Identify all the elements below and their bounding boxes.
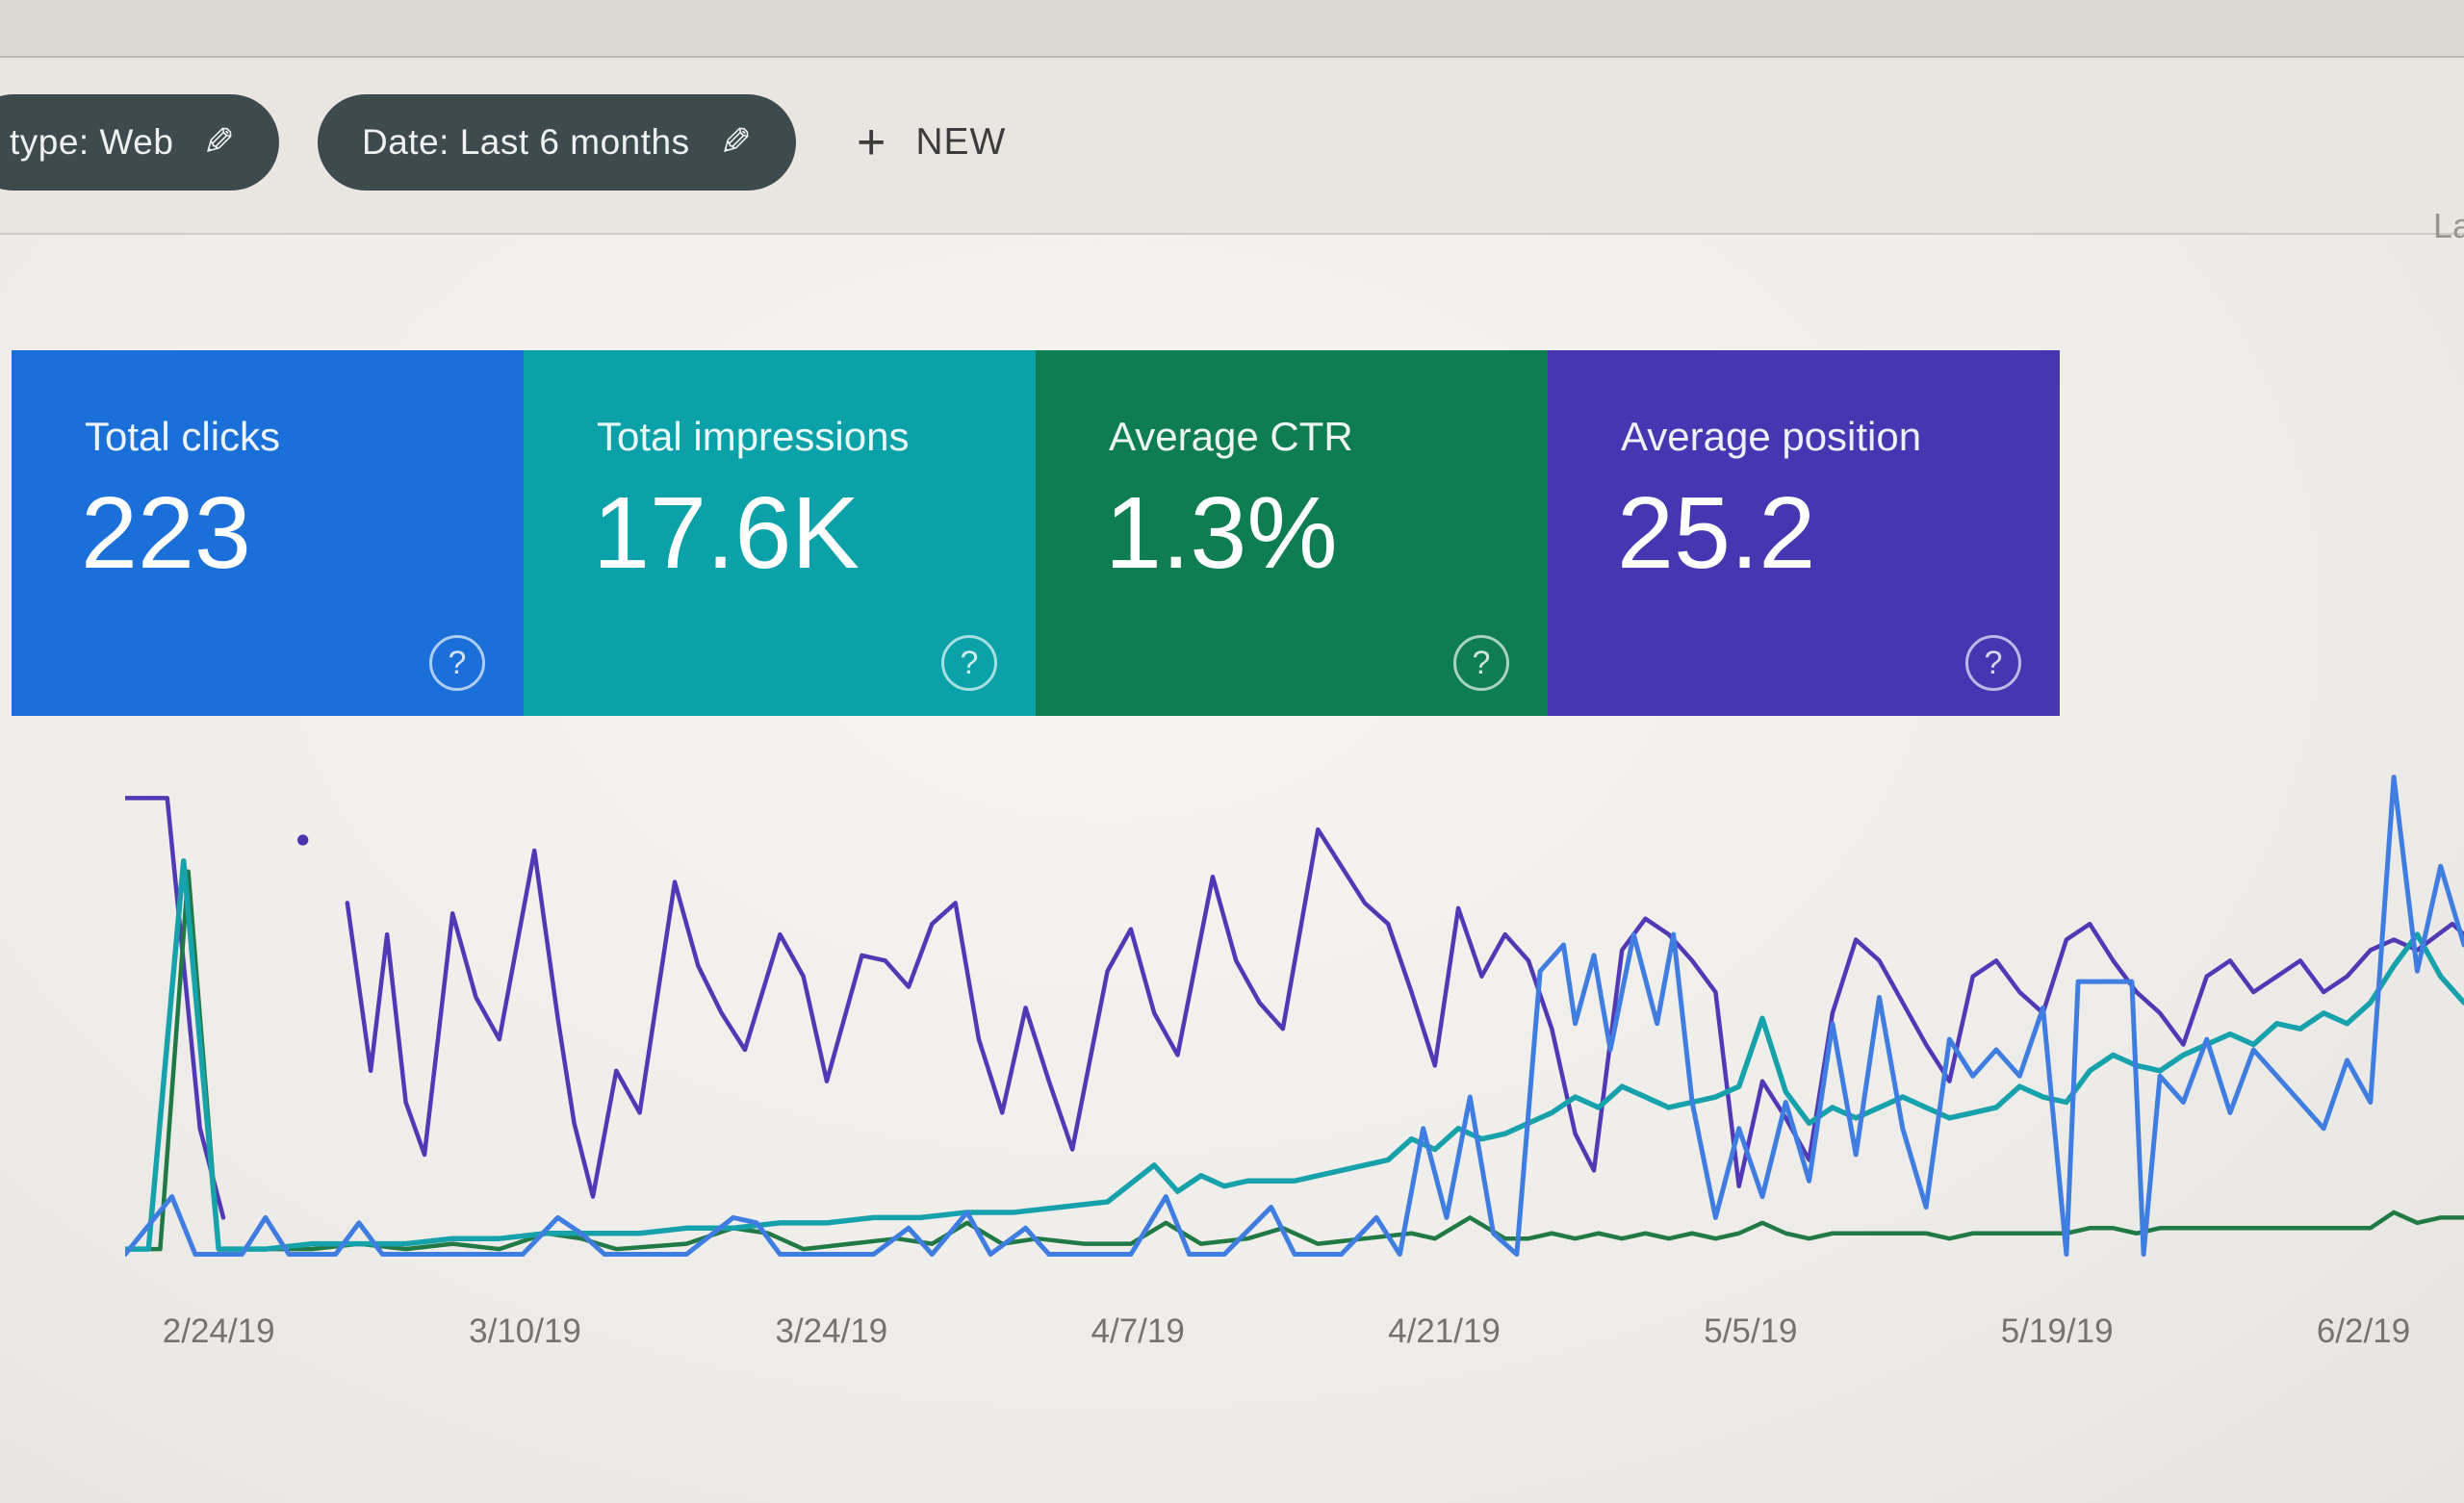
metric-card-total-impressions[interactable]: Total impressions 17.6K ?: [524, 350, 1036, 716]
help-icon[interactable]: ?: [941, 635, 997, 691]
metric-card-value: 1.3%: [1105, 476, 1338, 590]
series-clicks: [125, 777, 2464, 1255]
x-axis-tick-label: 3/24/19: [775, 1312, 888, 1350]
series-impressions: [125, 861, 2464, 1249]
metric-card-value: 223: [81, 476, 251, 590]
metric-card-title: Total clicks: [85, 414, 281, 459]
chart-x-axis: 2/24/19 3/10/19 3/24/19 4/7/19 4/21/19 5…: [125, 1312, 2464, 1370]
metric-card-total-clicks[interactable]: Total clicks 223 ?: [12, 350, 524, 716]
series-ctr: [125, 872, 2464, 1249]
x-axis-tick-label: 6/2/19: [2316, 1312, 2411, 1350]
filter-chip-search-type[interactable]: type: Web ✎: [0, 94, 280, 191]
performance-report-content: La Total clicks 223 ? Total impressions …: [0, 206, 2464, 1503]
filter-bar: type: Web ✎ Date: Last 6 months ✎ + NEW: [0, 58, 2464, 235]
new-filter-button[interactable]: + NEW: [851, 94, 1012, 191]
metric-card-title: Average CTR: [1109, 414, 1353, 459]
help-icon[interactable]: ?: [1965, 635, 2021, 691]
x-axis-tick-label: 2/24/19: [162, 1312, 275, 1350]
edit-pencil-icon[interactable]: ✎: [202, 121, 236, 164]
isolated-data-point-dot: [297, 834, 309, 846]
metric-card-average-position[interactable]: Average position 25.2 ?: [1548, 350, 2060, 716]
performance-line-chart[interactable]: [125, 735, 2464, 1260]
metric-card-title: Average position: [1621, 414, 1922, 459]
help-icon[interactable]: ?: [429, 635, 485, 691]
x-axis-tick-label: 5/19/19: [2000, 1312, 2114, 1350]
x-axis-tick-label: 4/7/19: [1091, 1312, 1185, 1350]
edit-pencil-icon[interactable]: ✎: [718, 121, 752, 164]
metric-cards-row: Total clicks 223 ? Total impressions 17.…: [12, 350, 2060, 716]
filter-chip-date-range[interactable]: Date: Last 6 months ✎: [318, 94, 796, 191]
series-average-position: [347, 829, 2464, 1197]
new-filter-button-label: NEW: [915, 121, 1007, 163]
metric-card-value: 25.2: [1617, 476, 1816, 590]
metric-card-title: Total impressions: [597, 414, 910, 459]
filter-chip-search-type-label: type: Web: [10, 122, 174, 162]
top-edge-strip: [0, 0, 2464, 58]
x-axis-tick-label: 5/5/19: [1704, 1312, 1798, 1350]
metric-card-value: 17.6K: [593, 476, 860, 590]
metric-card-average-ctr[interactable]: Average CTR 1.3% ?: [1036, 350, 1548, 716]
x-axis-tick-label: 3/10/19: [469, 1312, 581, 1350]
last-updated-clipped-text: La: [2432, 206, 2464, 245]
line-chart-canvas[interactable]: [125, 735, 2464, 1260]
filter-chip-date-range-label: Date: Last 6 months: [362, 122, 690, 162]
help-icon[interactable]: ?: [1453, 635, 1509, 691]
x-axis-tick-label: 4/21/19: [1388, 1312, 1501, 1350]
plus-icon: +: [857, 115, 887, 170]
